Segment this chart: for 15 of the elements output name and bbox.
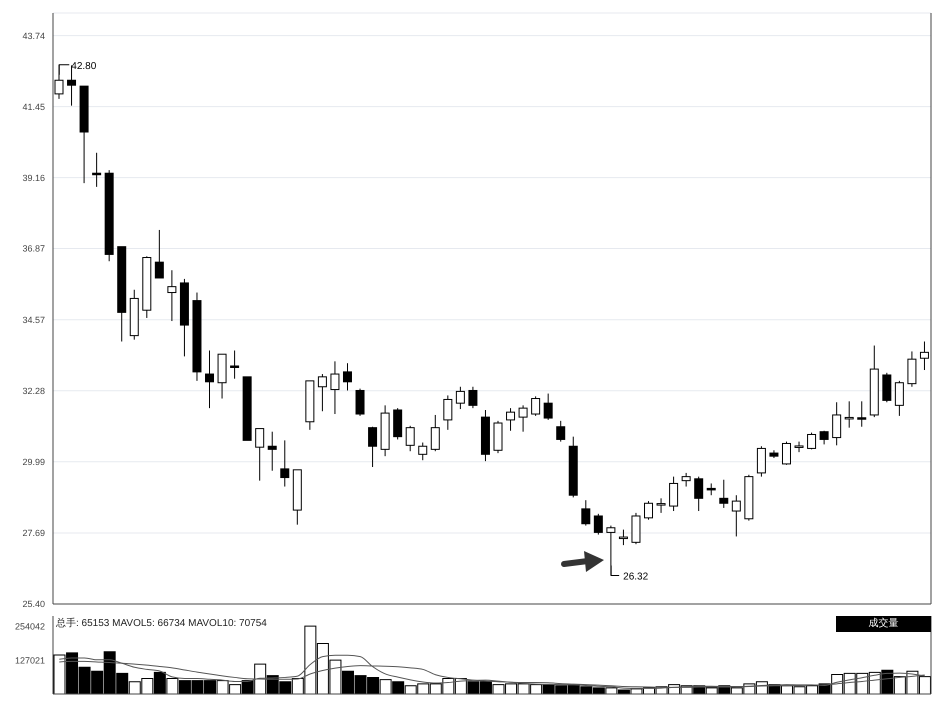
annotation: 26.32 [623, 571, 649, 582]
y-tick-label: 36.87 [22, 244, 45, 254]
y-tick-label: 41.45 [22, 102, 45, 112]
y-tick-label: 254042 [14, 621, 45, 632]
y-tick-label: 27.69 [22, 528, 45, 538]
y-tick-label: 39.16 [22, 172, 45, 183]
annotation: 42.80 [71, 60, 97, 72]
y-tick-label: 29.99 [22, 456, 45, 467]
chart-subtitle: 总手: 65153 MAVOL5: 66734 MAVOL10: 70754 [56, 616, 267, 630]
y-tick-label: 32.28 [22, 386, 45, 396]
y-tick-label: 25.40 [22, 599, 45, 610]
tab-label: 成交量 [836, 616, 931, 632]
y-tick-label: 127021 [14, 655, 45, 666]
y-tick-label: 43.74 [22, 30, 45, 41]
y-tick-label: 34.57 [22, 315, 45, 326]
